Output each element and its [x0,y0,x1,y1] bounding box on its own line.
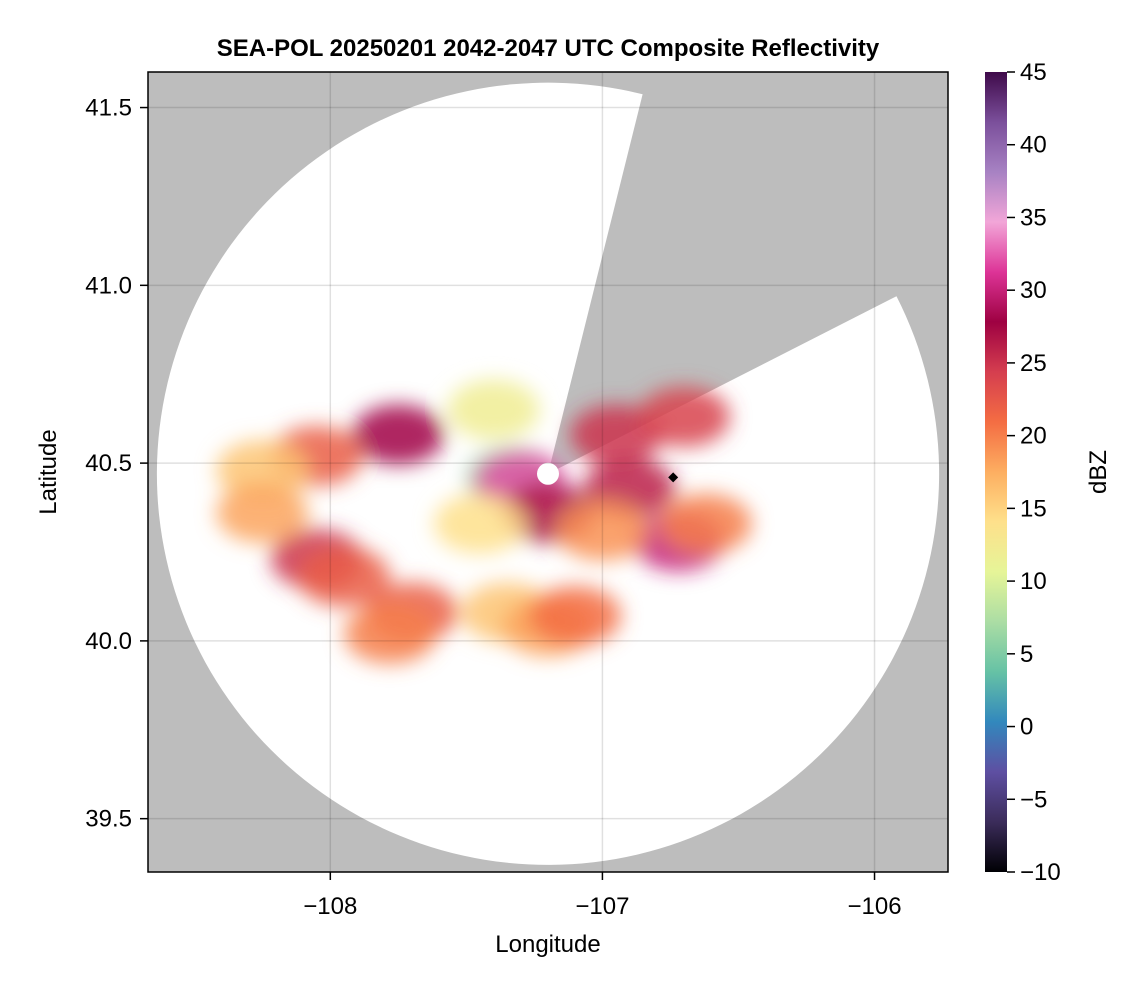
plot-area [148,72,948,872]
radar-site-gap [537,462,559,485]
colorbar-tick-label: 10 [1020,568,1047,595]
colorbar-tick-label: 35 [1020,204,1047,231]
colorbar-tick-label: 30 [1020,277,1047,304]
echo-cell [216,440,309,501]
echo-cell [297,546,390,607]
x-tick-label: −106 [847,893,901,920]
y-tick-label: 40.0 [85,628,132,655]
echo-cell [344,603,437,664]
echo-cell [352,404,445,465]
colorbar-tick-label: 15 [1020,495,1047,522]
y-tick-label: 40.5 [85,450,132,477]
x-axis-ticks: −108 −107 −106 [303,872,902,920]
colorbar: −10 −5 0 5 10 15 20 25 30 35 40 45 dBZ [985,59,1112,886]
colorbar-tick-label: 45 [1020,59,1047,86]
station-marker [668,472,679,483]
echo-cell [638,386,731,447]
colorbar-tick-label: 25 [1020,350,1047,377]
echo-cell [447,379,540,440]
chart-title: SEA-POL 20250201 2042-2047 UTC Composite… [217,35,880,62]
grid-lines [148,72,948,872]
echo-cell [433,493,526,554]
colorbar-tick-label: 20 [1020,423,1047,450]
echo-cell [659,493,752,554]
y-tick-label: 41.5 [85,95,132,122]
echo-cell [556,500,649,561]
colorbar-gradient [985,72,1007,872]
x-tick-label: −108 [303,893,357,920]
x-tick-label: −107 [575,893,629,920]
echo-cell [529,586,622,646]
y-tick-label: 39.5 [85,806,132,833]
x-axis-label: Longitude [495,931,600,958]
colorbar-ticks: −10 −5 0 5 10 15 20 25 30 35 40 45 [1007,59,1061,886]
plot-frame [147,71,949,873]
y-tick-label: 41.0 [85,272,132,299]
colorbar-tick-label: 40 [1020,132,1047,159]
colorbar-tick-label: 5 [1020,641,1033,668]
y-axis-label: Latitude [35,429,62,514]
colorbar-tick-label: −10 [1020,859,1061,886]
y-axis-ticks: 39.5 40.0 40.5 41.0 41.5 [85,95,148,833]
echo-cell [216,482,309,543]
colorbar-tick-label: 0 [1020,714,1033,741]
colorbar-tick-label: −5 [1020,786,1047,813]
colorbar-label: dBZ [1085,450,1112,494]
